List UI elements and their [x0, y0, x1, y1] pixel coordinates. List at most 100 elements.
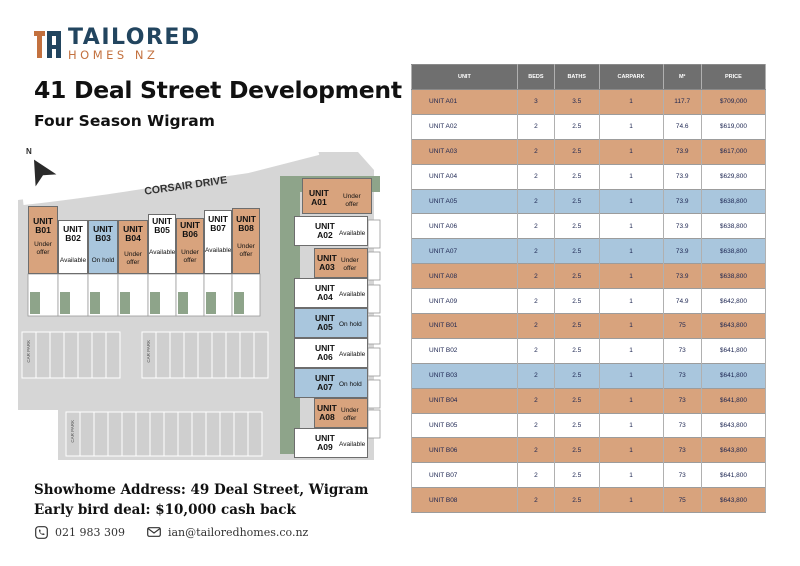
cell-carpark: 1 [598, 113, 664, 140]
cell-price: $638,800 [700, 213, 767, 239]
carpark-label: CAR PARK [70, 420, 75, 443]
site-plan: N CORSAIR DRIVE [18, 140, 392, 462]
unit-b04[interactable]: UNIT B04 Under offer [118, 220, 148, 274]
table-row: UNIT B01 2 2.5 1 75 $643,800 [411, 313, 767, 339]
cell-price: $641,800 [700, 462, 767, 488]
logo: TAILORED HOMES NZ [34, 27, 201, 61]
carpark-label: CAR PARK [26, 340, 31, 363]
cell-unit: UNIT A02 [411, 113, 518, 140]
cell-unit: UNIT A05 [411, 188, 518, 214]
cell-m2: 73 [662, 387, 702, 414]
cell-baths: 2.5 [553, 412, 600, 438]
cell-unit: UNIT B07 [411, 462, 518, 488]
table-row: UNIT A02 2 2.5 1 74.6 $619,000 [411, 113, 767, 140]
cell-beds: 2 [516, 163, 555, 190]
cell-carpark: 1 [598, 238, 664, 264]
cell-price: $619,000 [700, 113, 767, 140]
cell-price: $638,800 [700, 238, 767, 264]
cell-m2: 73 [662, 337, 702, 364]
cell-beds: 2 [516, 263, 555, 289]
cell-unit: UNIT B02 [411, 337, 518, 364]
cell-baths: 2.5 [553, 313, 600, 339]
cell-beds: 3 [516, 89, 555, 115]
cell-m2: 73.9 [662, 188, 702, 214]
unit-a07[interactable]: UNIT A07 On hold [294, 368, 368, 398]
page-subtitle: Four Season Wigram [34, 112, 215, 130]
cell-baths: 2.5 [553, 387, 600, 414]
table-header-row: UNIT BEDS BATHS CARPARK M² PRICE [411, 64, 767, 90]
logo-mark-icon [34, 29, 62, 59]
cell-unit: UNIT A07 [411, 238, 518, 264]
cell-m2: 75 [662, 487, 702, 514]
cell-baths: 2.5 [553, 288, 600, 314]
cell-unit: UNIT B01 [411, 313, 518, 339]
unit-b06[interactable]: UNIT B06 Under offer [176, 218, 204, 274]
cell-m2: 73 [662, 412, 702, 438]
table-row: UNIT B04 2 2.5 1 73 $641,800 [411, 387, 767, 414]
unit-b05[interactable]: UNIT B05 Available [148, 214, 176, 274]
cell-unit: UNIT A06 [411, 213, 518, 239]
cell-price: $629,800 [700, 163, 767, 190]
cell-beds: 2 [516, 362, 555, 389]
cell-unit: UNIT A09 [411, 288, 518, 314]
unit-a05[interactable]: UNIT A05 On hold [294, 308, 368, 338]
phone-number[interactable]: 021 983 309 [55, 525, 125, 539]
table-row: UNIT B06 2 2.5 1 73 $643,800 [411, 437, 767, 463]
cell-baths: 2.5 [553, 437, 600, 463]
cell-m2: 73 [662, 462, 702, 488]
cell-m2: 73.9 [662, 138, 702, 165]
table-row: UNIT A04 2 2.5 1 73.9 $629,800 [411, 163, 767, 190]
table-row: UNIT B07 2 2.5 1 73 $641,800 [411, 462, 767, 488]
cell-unit: UNIT A03 [411, 138, 518, 165]
unit-a04[interactable]: UNIT A04 Available [294, 278, 368, 308]
cell-price: $643,800 [700, 412, 767, 438]
phone-icon [34, 525, 48, 539]
unit-b07[interactable]: UNIT B07 Available [204, 210, 232, 274]
cell-m2: 73 [662, 437, 702, 463]
email-icon [147, 525, 161, 539]
unit-b02[interactable]: UNIT B02 Available [58, 220, 88, 274]
cell-unit: UNIT B04 [411, 387, 518, 414]
unit-a06[interactable]: UNIT A06 Available [294, 338, 368, 368]
unit-a01[interactable]: UNIT A01 Under offer [302, 178, 372, 214]
cell-price: $709,000 [700, 89, 767, 115]
cell-beds: 2 [516, 213, 555, 239]
cell-carpark: 1 [598, 487, 664, 514]
cell-carpark: 1 [598, 437, 664, 463]
unit-b08[interactable]: UNIT B08 Under offer [232, 208, 260, 274]
cell-m2: 74.9 [662, 288, 702, 314]
col-baths: BATHS [553, 64, 600, 90]
cell-baths: 2.5 [553, 238, 600, 264]
table-row: UNIT B08 2 2.5 1 75 $643,800 [411, 487, 767, 514]
cell-m2: 117.7 [662, 89, 702, 115]
table-row: UNIT B03 2 2.5 1 73 $641,800 [411, 362, 767, 389]
unit-a03[interactable]: UNIT A03 Under offer [314, 248, 368, 278]
cell-carpark: 1 [598, 89, 664, 115]
col-unit: UNIT [411, 64, 518, 90]
col-carpark: CARPARK [598, 64, 664, 90]
col-beds: BEDS [516, 64, 555, 90]
cell-price: $638,800 [700, 263, 767, 289]
unit-a02[interactable]: UNIT A02 Available [294, 216, 368, 246]
cell-price: $642,800 [700, 288, 767, 314]
price-table: UNIT BEDS BATHS CARPARK M² PRICE UNIT A0… [411, 64, 767, 514]
cell-m2: 73.9 [662, 238, 702, 264]
email-address[interactable]: ian@tailoredhomes.co.nz [167, 525, 309, 539]
cell-carpark: 1 [598, 412, 664, 438]
table-row: UNIT A05 2 2.5 1 73.9 $638,800 [411, 188, 767, 214]
unit-b01[interactable]: UNIT B01 Under offer [28, 206, 58, 274]
table-row: UNIT B05 2 2.5 1 73 $643,800 [411, 412, 767, 438]
cell-baths: 3.5 [553, 89, 600, 115]
cell-baths: 2.5 [553, 337, 600, 364]
cell-carpark: 1 [598, 387, 664, 414]
cell-unit: UNIT A01 [411, 89, 518, 115]
cell-carpark: 1 [598, 362, 664, 389]
cell-price: $638,800 [700, 188, 767, 214]
logo-line1: TAILORED [68, 25, 201, 50]
cell-price: $643,800 [700, 313, 767, 339]
unit-a08[interactable]: UNIT A08 Under offer [314, 398, 368, 428]
unit-a09[interactable]: UNIT A09 Available [294, 428, 368, 458]
cell-m2: 73 [662, 362, 702, 389]
cell-price: $643,800 [700, 487, 767, 514]
unit-b03[interactable]: UNIT B03 On hold [88, 220, 118, 274]
